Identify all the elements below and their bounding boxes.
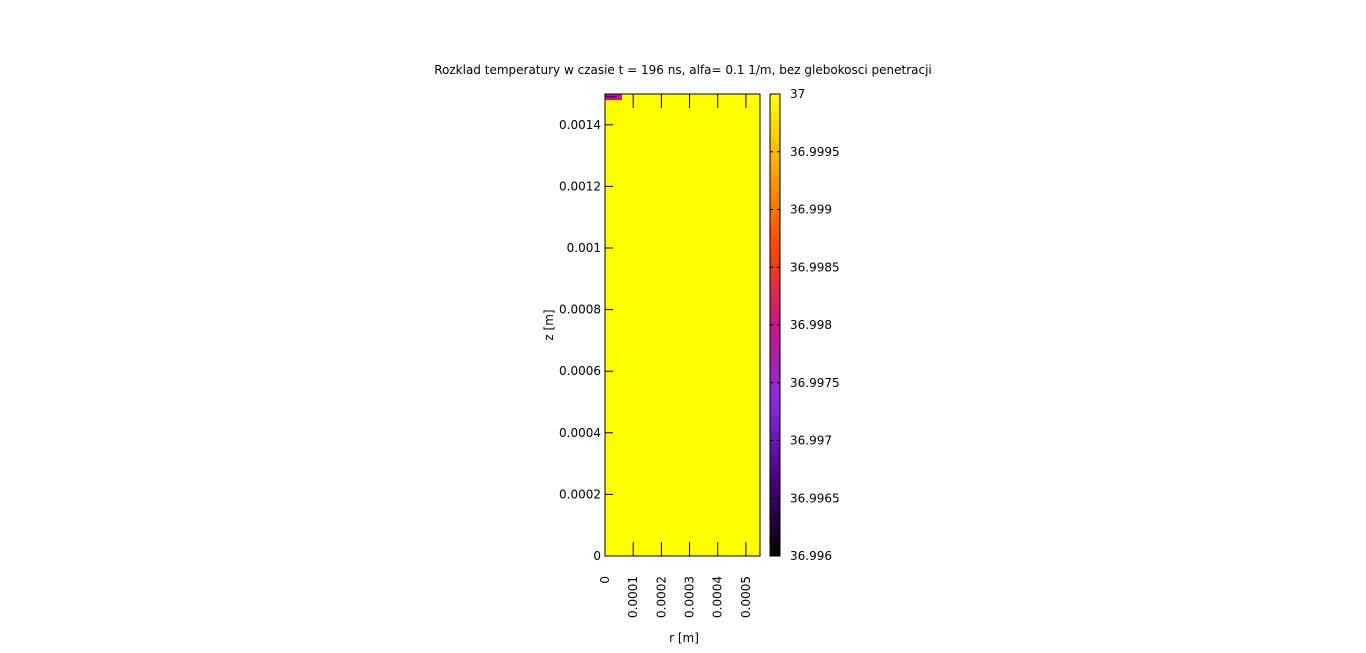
colorbar-tick-label: 37 [790, 87, 805, 101]
y-tick-label: 0.0012 [559, 179, 601, 193]
y-tick-label: 0.0006 [559, 364, 601, 378]
y-tick-label: 0.001 [567, 241, 601, 255]
colorbar-tick-label: 36.9995 [790, 145, 840, 159]
colorbar-tick-label: 36.9975 [790, 376, 840, 390]
y-tick-label: 0 [593, 549, 601, 563]
colorbar-tick-label: 36.997 [790, 434, 832, 448]
plot-border [604, 93, 761, 557]
chart-title: Rozklad temperatury w czasie t = 196 ns,… [434, 63, 932, 77]
colorbar-tick-label: 36.996 [790, 549, 832, 563]
y-tick-label: 0.0002 [559, 487, 601, 501]
heatmap-field [605, 94, 760, 556]
x-tick-label: 0.0004 [711, 576, 725, 618]
colorbar-tick-label: 36.998 [790, 318, 832, 332]
colorbar-tick-label: 36.9985 [790, 260, 840, 274]
y-tick-label: 0.0004 [559, 426, 601, 440]
x-tick-label: 0.0003 [683, 576, 697, 618]
y-tick-label: 0.0014 [559, 118, 601, 132]
colorbar-tick-label: 36.9965 [790, 491, 840, 505]
colorbar-tick-label: 36.999 [790, 203, 832, 217]
x-tick-label: 0.0002 [654, 576, 668, 618]
y-axis-label: z [m] [542, 309, 556, 340]
x-tick-label: 0.0001 [626, 576, 640, 618]
x-tick-label: 0 [598, 576, 612, 584]
x-tick-label: 0.0005 [739, 576, 753, 618]
heatmap-hotspot-core [605, 96, 617, 98]
y-tick-label: 0.0008 [559, 303, 601, 317]
x-axis-label: r [m] [669, 631, 699, 645]
